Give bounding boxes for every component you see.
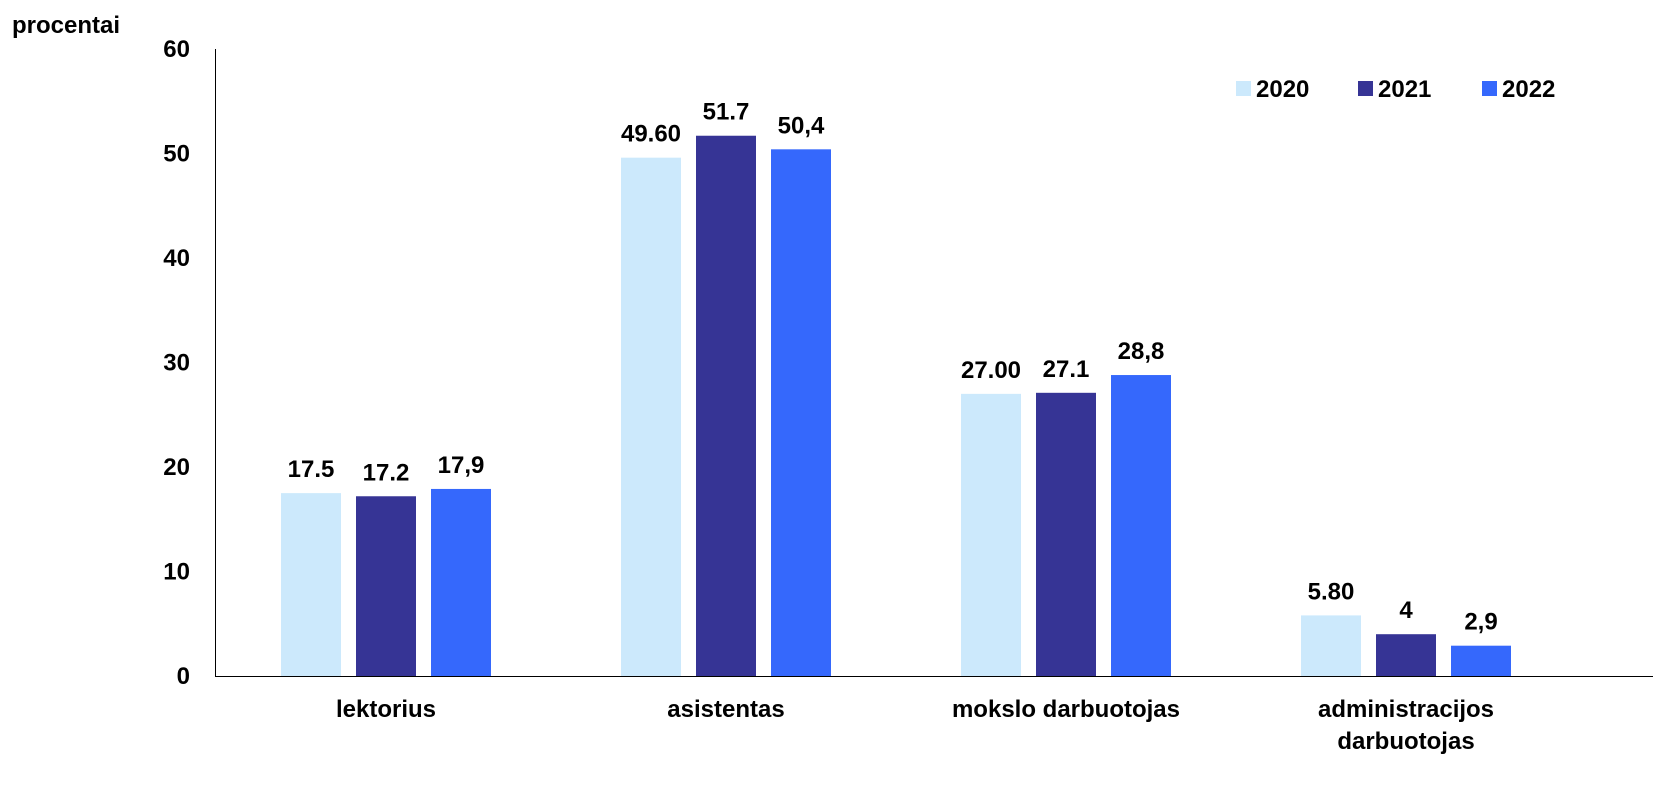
- y-tick-label: 30: [163, 350, 190, 377]
- y-tick-label: 20: [163, 454, 190, 481]
- legend-swatch-2021: [1358, 81, 1373, 96]
- legend-label: 2021: [1378, 76, 1431, 103]
- y-tick-label: 60: [163, 36, 190, 63]
- x-tick-label: darbuotojas: [1337, 728, 1474, 755]
- value-label: 2,9: [1464, 609, 1497, 636]
- value-label: 17.2: [363, 459, 410, 486]
- bar-2022: [431, 488, 491, 676]
- value-label: 17.5: [288, 456, 335, 483]
- value-label: 51.7: [703, 99, 750, 126]
- x-axis-ticks: lektorius asistentas mokslo darbuotojas adm…: [336, 696, 1494, 755]
- bar-2022: [771, 149, 831, 676]
- value-label: 4: [1399, 597, 1413, 624]
- bar-2021: [696, 135, 756, 677]
- bar-2021: [1376, 634, 1436, 676]
- y-tick-label: 0: [177, 663, 190, 690]
- value-labels: 17.5 17.2 17,9 49.60 51.7 50,4 27.00 27.1 28,8 5.…: [288, 99, 1498, 636]
- value-label: 27.00: [961, 357, 1021, 384]
- bar-2021: [356, 496, 416, 676]
- bar-2021: [1036, 392, 1096, 676]
- y-tick-label: 50: [163, 141, 190, 168]
- value-label: 49.60: [621, 121, 681, 148]
- value-label: 50,4: [778, 112, 825, 139]
- value-label: 5.80: [1308, 578, 1355, 605]
- x-tick-label: administracijos: [1318, 696, 1494, 723]
- y-axis-ticks: 0 10 20 30 40 50 60: [163, 36, 190, 690]
- bar-2020: [621, 157, 681, 676]
- bar-2020: [1301, 615, 1361, 676]
- x-tick-label: lektorius: [336, 696, 436, 723]
- legend: 2020 2021 2022: [1236, 76, 1555, 103]
- x-tick-label: mokslo darbuotojas: [952, 696, 1180, 723]
- bar-2022: [1451, 645, 1511, 676]
- bar-2020: [281, 493, 341, 676]
- legend-label: 2022: [1502, 76, 1555, 103]
- y-axis-label: procentai: [12, 12, 120, 39]
- y-tick-label: 10: [163, 559, 190, 586]
- bar-2022: [1111, 375, 1171, 676]
- legend-label: 2020: [1256, 76, 1309, 103]
- value-label: 27.1: [1043, 356, 1090, 383]
- bar-2020: [961, 393, 1021, 676]
- value-label: 28,8: [1118, 338, 1165, 365]
- legend-swatch-2020: [1236, 81, 1251, 96]
- legend-swatch-2022: [1482, 81, 1497, 96]
- y-tick-label: 40: [163, 245, 190, 272]
- value-label: 17,9: [438, 452, 485, 479]
- bars: [281, 135, 1511, 677]
- x-tick-label: asistentas: [667, 696, 784, 723]
